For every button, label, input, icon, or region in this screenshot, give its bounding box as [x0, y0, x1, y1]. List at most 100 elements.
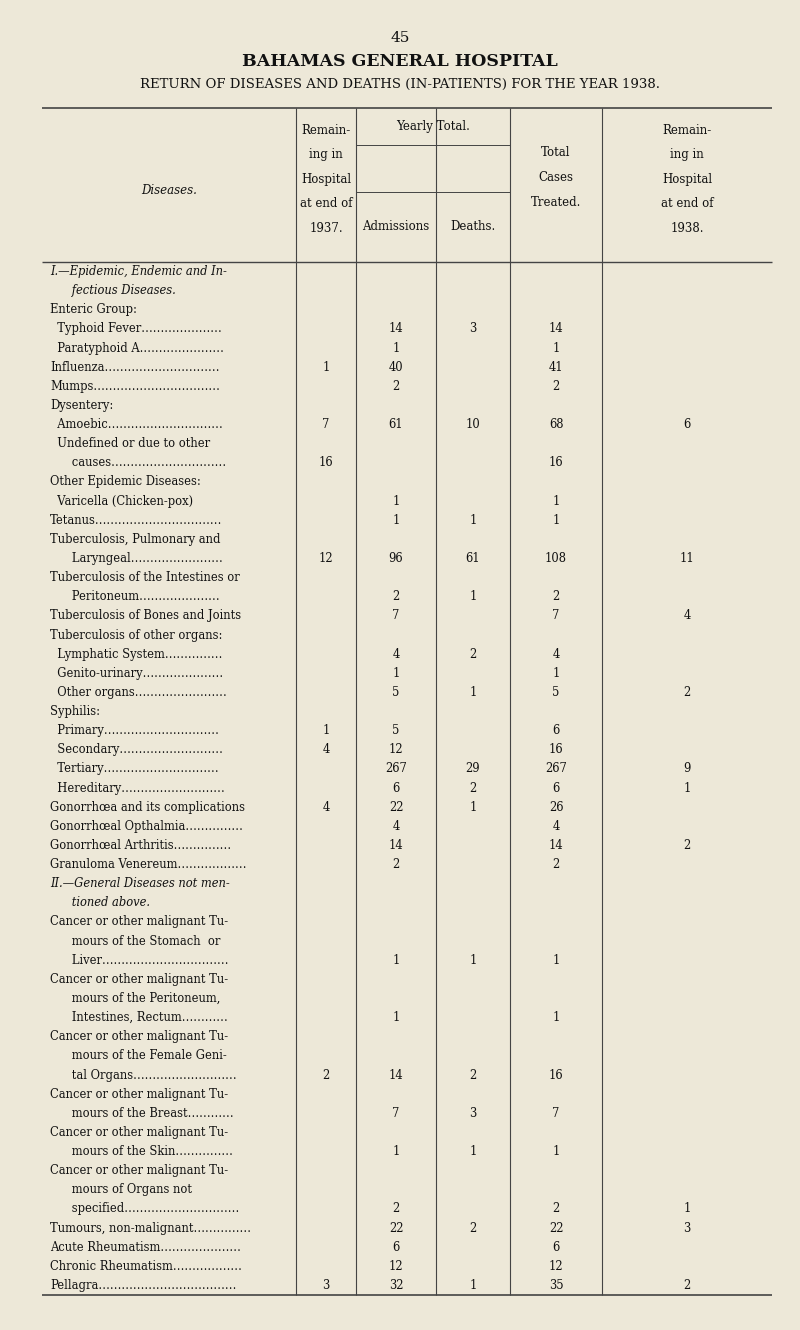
Text: 2: 2 [392, 591, 400, 604]
Text: 1938.: 1938. [670, 222, 704, 234]
Text: 2: 2 [552, 1202, 560, 1216]
Text: Remain-: Remain- [662, 124, 712, 137]
Text: mours of the Stomach  or: mours of the Stomach or [50, 935, 220, 947]
Text: Acute Rheumatism…………………: Acute Rheumatism………………… [50, 1241, 241, 1254]
Text: 22: 22 [389, 1221, 403, 1234]
Text: 4: 4 [322, 743, 330, 757]
Text: 2: 2 [470, 1221, 477, 1234]
Text: 1: 1 [322, 360, 330, 374]
Text: Typhoid Fever…………………: Typhoid Fever………………… [50, 322, 222, 335]
Text: 1937.: 1937. [309, 222, 343, 234]
Text: 22: 22 [549, 1221, 563, 1234]
Text: 61: 61 [389, 418, 403, 431]
Text: 1: 1 [470, 801, 477, 814]
Text: 6: 6 [552, 724, 560, 737]
Text: Influenza…………………………: Influenza………………………… [50, 360, 219, 374]
Text: Hospital: Hospital [662, 173, 712, 185]
Text: Tuberculosis of other organs:: Tuberculosis of other organs: [50, 629, 222, 641]
Text: 1: 1 [552, 513, 560, 527]
Text: 5: 5 [392, 686, 400, 700]
Text: mours of Organs not: mours of Organs not [50, 1184, 192, 1196]
Text: 2: 2 [683, 839, 690, 853]
Text: 6: 6 [552, 782, 560, 794]
Text: Tertiary…………………………: Tertiary………………………… [50, 762, 218, 775]
Text: 45: 45 [390, 31, 410, 45]
Text: Syphilis:: Syphilis: [50, 705, 100, 718]
Text: 1: 1 [470, 591, 477, 604]
Text: 14: 14 [389, 839, 403, 853]
Text: 5: 5 [392, 724, 400, 737]
Text: 1: 1 [683, 782, 690, 794]
Text: fectious Diseases.: fectious Diseases. [50, 285, 176, 297]
Text: Tuberculosis of the Intestines or: Tuberculosis of the Intestines or [50, 571, 240, 584]
Text: 40: 40 [389, 360, 403, 374]
Text: tioned above.: tioned above. [50, 896, 150, 910]
Text: 1: 1 [470, 686, 477, 700]
Text: 12: 12 [389, 743, 403, 757]
Text: Cancer or other malignant Tu-: Cancer or other malignant Tu- [50, 972, 228, 986]
Text: Peritoneum…………………: Peritoneum………………… [50, 591, 220, 604]
Text: 7: 7 [392, 609, 400, 622]
Text: 61: 61 [466, 552, 480, 565]
Text: Pellagra………………………………: Pellagra……………………………… [50, 1279, 236, 1291]
Text: 1: 1 [552, 495, 560, 508]
Text: 16: 16 [318, 456, 334, 469]
Text: 14: 14 [389, 322, 403, 335]
Text: Mumps……………………………: Mumps…………………………… [50, 380, 220, 392]
Text: 1: 1 [552, 342, 560, 355]
Text: 68: 68 [549, 418, 563, 431]
Text: 2: 2 [683, 686, 690, 700]
Text: 7: 7 [392, 1107, 400, 1120]
Text: 16: 16 [549, 456, 563, 469]
Text: Varicella (Chicken-pox): Varicella (Chicken-pox) [50, 495, 193, 508]
Text: Cases: Cases [538, 172, 574, 184]
Text: Diseases.: Diseases. [141, 184, 197, 197]
Text: 1: 1 [552, 666, 560, 680]
Text: 1: 1 [470, 954, 477, 967]
Text: mours of the Skin……………: mours of the Skin…………… [50, 1145, 233, 1158]
Text: 3: 3 [470, 322, 477, 335]
Text: Genito-urinary…………………: Genito-urinary………………… [50, 666, 223, 680]
Text: 1: 1 [552, 1145, 560, 1158]
Text: 4: 4 [683, 609, 690, 622]
Text: 2: 2 [392, 380, 400, 392]
Text: ing in: ing in [670, 148, 704, 161]
Text: Undefined or due to other: Undefined or due to other [50, 438, 210, 451]
Text: 2: 2 [470, 782, 477, 794]
Text: 6: 6 [683, 418, 690, 431]
Text: Yearly Total.: Yearly Total. [396, 120, 470, 133]
Text: Tumours, non-malignant……………: Tumours, non-malignant…………… [50, 1221, 251, 1234]
Text: Intestines, Rectum…………: Intestines, Rectum………… [50, 1011, 228, 1024]
Text: 16: 16 [549, 1068, 563, 1081]
Text: Tuberculosis of Bones and Joints: Tuberculosis of Bones and Joints [50, 609, 241, 622]
Text: Hereditary………………………: Hereditary……………………… [50, 782, 225, 794]
Text: 7: 7 [322, 418, 330, 431]
Text: 35: 35 [549, 1279, 563, 1291]
Text: 3: 3 [470, 1107, 477, 1120]
Text: 4: 4 [322, 801, 330, 814]
Text: 1: 1 [470, 513, 477, 527]
Text: 1: 1 [392, 1011, 400, 1024]
Text: 1: 1 [470, 1279, 477, 1291]
Text: Gonorrhœal Opthalmia……………: Gonorrhœal Opthalmia…………… [50, 819, 243, 833]
Text: 6: 6 [392, 782, 400, 794]
Text: 2: 2 [552, 858, 560, 871]
Text: 1: 1 [392, 954, 400, 967]
Text: 32: 32 [389, 1279, 403, 1291]
Text: Tuberculosis, Pulmonary and: Tuberculosis, Pulmonary and [50, 533, 221, 545]
Text: Paratyphoid A.…………………: Paratyphoid A.………………… [50, 342, 224, 355]
Text: 4: 4 [392, 648, 400, 661]
Text: 41: 41 [549, 360, 563, 374]
Text: causes…………………………: causes………………………… [50, 456, 226, 469]
Text: 2: 2 [552, 591, 560, 604]
Text: 16: 16 [549, 743, 563, 757]
Text: 6: 6 [392, 1241, 400, 1254]
Text: 29: 29 [466, 762, 480, 775]
Text: 2: 2 [683, 1279, 690, 1291]
Text: 12: 12 [389, 1260, 403, 1273]
Text: 26: 26 [549, 801, 563, 814]
Text: Other Epidemic Diseases:: Other Epidemic Diseases: [50, 476, 201, 488]
Text: 3: 3 [322, 1279, 330, 1291]
Text: 4: 4 [552, 819, 560, 833]
Text: 7: 7 [552, 609, 560, 622]
